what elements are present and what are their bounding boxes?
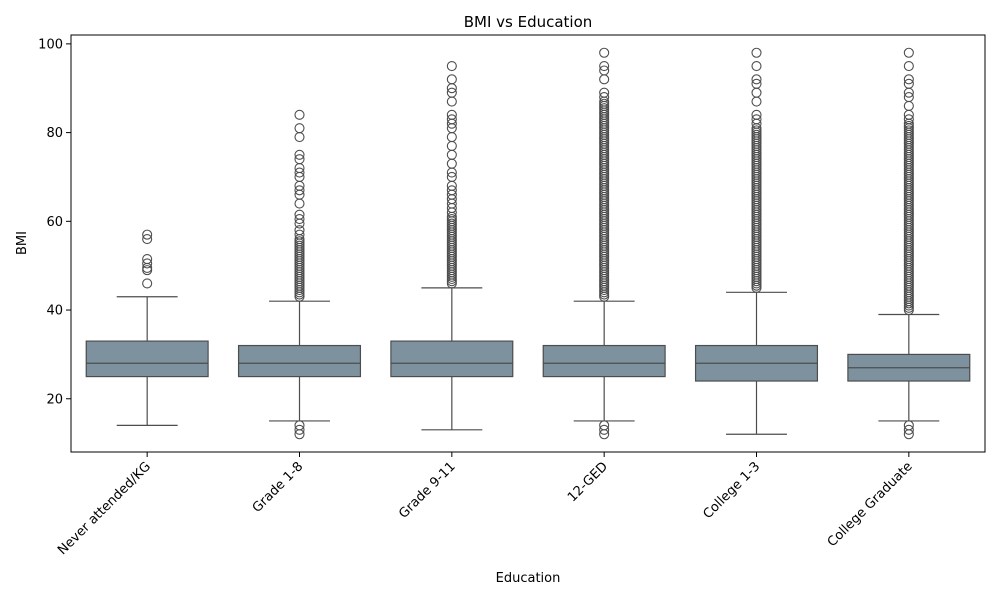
outlier-point [142,253,153,265]
outlier-point [751,47,762,58]
box-group [847,47,971,440]
outlier-point [599,61,610,72]
chart-marks [85,47,971,440]
x-tick-label: 12-GED [565,459,611,505]
outlier-point [142,229,153,240]
iqr-box [542,344,666,378]
outlier-point [446,158,457,169]
outlier-point [446,96,457,107]
x-tick-label: Never attended/KG [55,459,154,558]
x-tick-label: College Graduate [825,459,916,550]
outlier-point [446,149,457,160]
outlier-point [294,167,305,178]
box-group [85,229,209,426]
outlier-point [751,78,762,89]
outlier-point [294,154,305,165]
x-tick-label: Grade 1-8 [250,459,307,516]
outlier-point [142,278,153,289]
outlier-point [446,140,457,151]
outlier-point [751,61,762,72]
outlier-point [446,74,457,85]
iqr-box [85,340,209,378]
outlier-point [903,92,914,103]
x-tick-label: Grade 9-11 [396,459,458,521]
y-tick-label: 80 [46,126,63,141]
outlier-point [599,74,610,85]
outlier-point [903,78,914,89]
chart-title: BMI vs Education [464,13,593,31]
outlier-point [599,420,610,431]
outlier-point [294,198,305,209]
y-axis-label: BMI [15,231,30,255]
outlier-point [446,131,457,143]
outlier-point [294,229,305,240]
outlier-point [294,225,305,236]
outlier-point [903,61,914,72]
outlier-point [599,92,610,103]
outlier-point [751,87,762,98]
outlier-point [294,109,305,120]
x-axis: Never attended/KG Grade 1-8 Grade 9-11 12-G… [55,452,916,558]
x-axis-label: Education [496,571,561,586]
outlier-point [142,234,153,245]
outlier-point [294,214,305,225]
x-tick-label: College 1-3 [700,459,763,522]
outlier-point [751,114,762,125]
y-tick-label: 60 [46,215,63,230]
outlier-point [294,149,305,160]
outlier-point [294,185,305,196]
outlier-point [903,420,914,431]
box-group [390,61,514,431]
outlier-point [903,424,914,435]
outlier-point [446,171,457,183]
outlier-point [903,47,914,58]
outlier-point [751,96,762,107]
outlier-point [446,87,457,98]
outlier-point [446,114,457,125]
box-group [694,47,819,435]
iqr-box [237,344,362,378]
y-axis: 20 40 60 80 100 [38,37,71,407]
outlier-point [294,424,305,435]
outlier-point [599,424,610,435]
outlier-point [903,74,914,85]
outlier-point [446,61,457,72]
outlier-point [294,420,305,431]
outlier-point [294,123,305,134]
outlier-point [903,114,914,125]
plot-frame [70,34,986,453]
outlier-point [751,74,762,85]
outlier-point [294,209,305,220]
iqr-box [390,340,514,378]
outlier-point [751,109,762,120]
outlier-point [446,109,457,120]
y-tick-label: 20 [46,392,63,407]
outlier-point [903,100,914,112]
box-group [237,109,362,440]
box-group [542,47,666,440]
outlier-point [142,258,153,269]
y-tick-label: 100 [38,37,63,52]
y-tick-label: 40 [46,304,63,319]
outlier-point [446,185,457,196]
outlier-point [599,87,610,98]
outlier-point [599,65,610,76]
outlier-point [294,131,305,143]
outlier-point [599,47,610,58]
